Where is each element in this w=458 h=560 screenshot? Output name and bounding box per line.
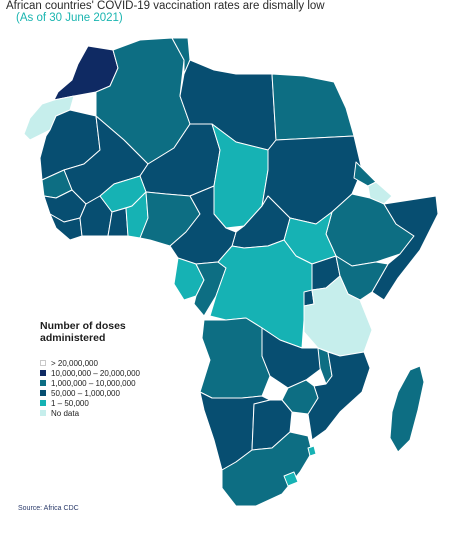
legend-item: 50,000 – 1,000,000 <box>40 388 150 398</box>
legend-label: 1,000,000 – 10,000,000 <box>51 378 136 388</box>
country-angola <box>199 317 271 399</box>
country-lesotho <box>283 471 299 487</box>
legend-item: 10,000,000 – 20,000,000 <box>40 368 150 378</box>
country-djibouti <box>367 181 393 205</box>
country-egypt <box>271 73 355 141</box>
source-note: Source: Africa CDC <box>18 505 79 512</box>
legend-swatch <box>40 360 46 366</box>
legend: Number of doses administered > 20,000,00… <box>40 320 150 418</box>
legend-swatch <box>40 370 46 376</box>
legend-swatch <box>40 410 46 416</box>
legend-swatch <box>40 390 46 396</box>
legend-label: No data <box>51 408 80 418</box>
country-eswatini <box>307 445 317 457</box>
country-somalia <box>371 195 439 301</box>
legend-swatch <box>40 380 46 386</box>
country-western-sahara <box>23 95 75 141</box>
legend-label: 10,000,000 – 20,000,000 <box>51 368 140 378</box>
legend-label: 1 – 50,000 <box>51 398 89 408</box>
country-zambia <box>261 327 323 389</box>
legend-swatch <box>40 400 46 406</box>
map-subtitle: (As of 30 June 2021) <box>16 12 123 24</box>
legend-label: 50,000 – 1,000,000 <box>51 388 120 398</box>
legend-label: > 20,000,000 <box>51 358 98 368</box>
country-mozambique <box>307 351 371 441</box>
legend-item: > 20,000,000 <box>40 358 150 368</box>
legend-item: 1,000,000 – 10,000,000 <box>40 378 150 388</box>
country-madagascar <box>389 365 425 453</box>
legend-item: 1 – 50,000 <box>40 398 150 408</box>
country-drc <box>209 239 313 349</box>
legend-title: Number of doses administered <box>40 320 126 344</box>
map-title: African countries' COVID-19 vaccination … <box>6 0 325 12</box>
legend-item: No data <box>40 408 150 418</box>
legend-items: > 20,000,000 10,000,000 – 20,000,000 1,0… <box>40 358 150 418</box>
